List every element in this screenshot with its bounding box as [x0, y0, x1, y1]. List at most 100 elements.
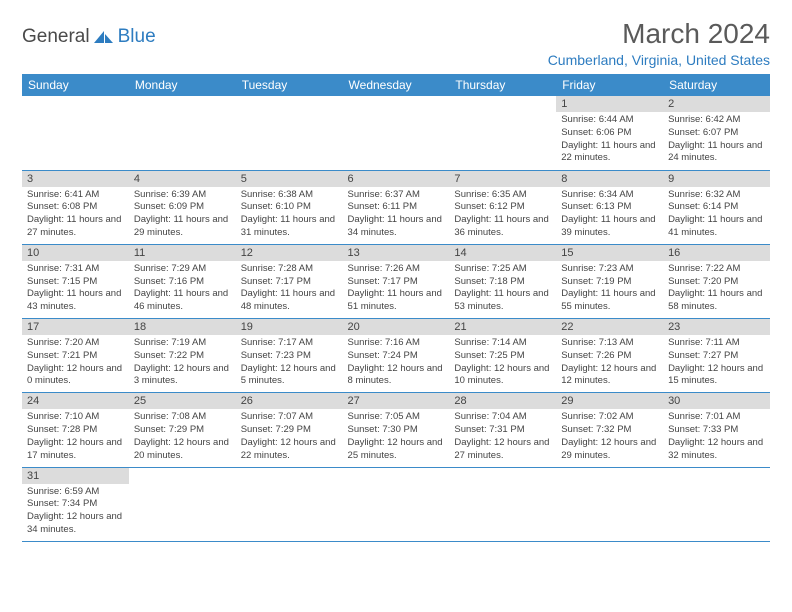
calendar-cell: 16Sunrise: 7:22 AMSunset: 7:20 PMDayligh… — [663, 244, 770, 318]
day-details: Sunrise: 7:16 AMSunset: 7:24 PMDaylight:… — [343, 335, 450, 392]
sunrise-line: Sunrise: 7:20 AM — [27, 337, 124, 350]
day-number: 13 — [343, 245, 450, 261]
calendar-cell: 20Sunrise: 7:16 AMSunset: 7:24 PMDayligh… — [343, 319, 450, 393]
day-number: 1 — [556, 96, 663, 112]
day-details: Sunrise: 6:38 AMSunset: 6:10 PMDaylight:… — [236, 187, 343, 244]
calendar-cell — [449, 467, 556, 541]
sunset-line: Sunset: 6:09 PM — [134, 201, 231, 214]
day-number: 7 — [449, 171, 556, 187]
sunrise-line: Sunrise: 7:13 AM — [561, 337, 658, 350]
day-details: Sunrise: 7:11 AMSunset: 7:27 PMDaylight:… — [663, 335, 770, 392]
calendar-cell: 11Sunrise: 7:29 AMSunset: 7:16 PMDayligh… — [129, 244, 236, 318]
sunrise-line: Sunrise: 6:35 AM — [454, 189, 551, 202]
daylight-line: Daylight: 12 hours and 10 minutes. — [454, 363, 551, 389]
sunrise-line: Sunrise: 7:10 AM — [27, 411, 124, 424]
day-details: Sunrise: 7:05 AMSunset: 7:30 PMDaylight:… — [343, 409, 450, 466]
calendar-cell: 30Sunrise: 7:01 AMSunset: 7:33 PMDayligh… — [663, 393, 770, 467]
day-number: 24 — [22, 393, 129, 409]
day-number: 19 — [236, 319, 343, 335]
sunrise-line: Sunrise: 7:23 AM — [561, 263, 658, 276]
sunset-line: Sunset: 7:27 PM — [668, 350, 765, 363]
day-details: Sunrise: 7:13 AMSunset: 7:26 PMDaylight:… — [556, 335, 663, 392]
day-number: 23 — [663, 319, 770, 335]
sunset-line: Sunset: 6:11 PM — [348, 201, 445, 214]
day-details: Sunrise: 6:44 AMSunset: 6:06 PMDaylight:… — [556, 112, 663, 169]
calendar-cell: 9Sunrise: 6:32 AMSunset: 6:14 PMDaylight… — [663, 170, 770, 244]
daylight-line: Daylight: 12 hours and 12 minutes. — [561, 363, 658, 389]
calendar-cell: 2Sunrise: 6:42 AMSunset: 6:07 PMDaylight… — [663, 96, 770, 170]
sunset-line: Sunset: 7:31 PM — [454, 424, 551, 437]
sunrise-line: Sunrise: 7:26 AM — [348, 263, 445, 276]
sunrise-line: Sunrise: 7:16 AM — [348, 337, 445, 350]
day-number: 9 — [663, 171, 770, 187]
calendar-cell: 7Sunrise: 6:35 AMSunset: 6:12 PMDaylight… — [449, 170, 556, 244]
calendar-cell: 21Sunrise: 7:14 AMSunset: 7:25 PMDayligh… — [449, 319, 556, 393]
day-details: Sunrise: 7:01 AMSunset: 7:33 PMDaylight:… — [663, 409, 770, 466]
title-block: March 2024 Cumberland, Virginia, United … — [548, 18, 770, 68]
day-details: Sunrise: 6:32 AMSunset: 6:14 PMDaylight:… — [663, 187, 770, 244]
daylight-line: Daylight: 11 hours and 41 minutes. — [668, 214, 765, 240]
day-details: Sunrise: 7:28 AMSunset: 7:17 PMDaylight:… — [236, 261, 343, 318]
day-details: Sunrise: 6:59 AMSunset: 7:34 PMDaylight:… — [22, 484, 129, 541]
calendar-cell — [236, 467, 343, 541]
calendar-cell: 24Sunrise: 7:10 AMSunset: 7:28 PMDayligh… — [22, 393, 129, 467]
sunrise-line: Sunrise: 6:34 AM — [561, 189, 658, 202]
sunset-line: Sunset: 6:14 PM — [668, 201, 765, 214]
daylight-line: Daylight: 11 hours and 39 minutes. — [561, 214, 658, 240]
day-details: Sunrise: 7:31 AMSunset: 7:15 PMDaylight:… — [22, 261, 129, 318]
day-number: 22 — [556, 319, 663, 335]
day-number: 31 — [22, 468, 129, 484]
daylight-line: Daylight: 11 hours and 43 minutes. — [27, 288, 124, 314]
sunset-line: Sunset: 6:08 PM — [27, 201, 124, 214]
daylight-line: Daylight: 11 hours and 36 minutes. — [454, 214, 551, 240]
day-number: 29 — [556, 393, 663, 409]
day-details: Sunrise: 7:22 AMSunset: 7:20 PMDaylight:… — [663, 261, 770, 318]
day-header: Tuesday — [236, 74, 343, 96]
calendar-cell: 1Sunrise: 6:44 AMSunset: 6:06 PMDaylight… — [556, 96, 663, 170]
daylight-line: Daylight: 12 hours and 3 minutes. — [134, 363, 231, 389]
day-number: 5 — [236, 171, 343, 187]
calendar-cell: 26Sunrise: 7:07 AMSunset: 7:29 PMDayligh… — [236, 393, 343, 467]
calendar-cell: 17Sunrise: 7:20 AMSunset: 7:21 PMDayligh… — [22, 319, 129, 393]
sunset-line: Sunset: 7:20 PM — [668, 276, 765, 289]
sunrise-line: Sunrise: 6:32 AM — [668, 189, 765, 202]
calendar-cell — [22, 96, 129, 170]
day-details: Sunrise: 7:02 AMSunset: 7:32 PMDaylight:… — [556, 409, 663, 466]
sunset-line: Sunset: 7:19 PM — [561, 276, 658, 289]
sunrise-line: Sunrise: 7:22 AM — [668, 263, 765, 276]
sunset-line: Sunset: 7:21 PM — [27, 350, 124, 363]
day-details: Sunrise: 6:39 AMSunset: 6:09 PMDaylight:… — [129, 187, 236, 244]
sunrise-line: Sunrise: 7:02 AM — [561, 411, 658, 424]
day-number: 8 — [556, 171, 663, 187]
calendar-cell: 19Sunrise: 7:17 AMSunset: 7:23 PMDayligh… — [236, 319, 343, 393]
sunset-line: Sunset: 6:13 PM — [561, 201, 658, 214]
day-number: 26 — [236, 393, 343, 409]
calendar-cell: 14Sunrise: 7:25 AMSunset: 7:18 PMDayligh… — [449, 244, 556, 318]
sunrise-line: Sunrise: 6:38 AM — [241, 189, 338, 202]
day-number: 2 — [663, 96, 770, 112]
daylight-line: Daylight: 12 hours and 29 minutes. — [561, 437, 658, 463]
day-number: 30 — [663, 393, 770, 409]
sunset-line: Sunset: 7:22 PM — [134, 350, 231, 363]
calendar-cell — [129, 96, 236, 170]
sunset-line: Sunset: 7:16 PM — [134, 276, 231, 289]
calendar-cell: 15Sunrise: 7:23 AMSunset: 7:19 PMDayligh… — [556, 244, 663, 318]
day-number: 21 — [449, 319, 556, 335]
sunset-line: Sunset: 7:24 PM — [348, 350, 445, 363]
sunset-line: Sunset: 7:18 PM — [454, 276, 551, 289]
day-details: Sunrise: 6:42 AMSunset: 6:07 PMDaylight:… — [663, 112, 770, 169]
sunset-line: Sunset: 7:17 PM — [348, 276, 445, 289]
day-number: 20 — [343, 319, 450, 335]
sunset-line: Sunset: 7:15 PM — [27, 276, 124, 289]
sunset-line: Sunset: 7:32 PM — [561, 424, 658, 437]
daylight-line: Daylight: 12 hours and 34 minutes. — [27, 511, 124, 537]
sunset-line: Sunset: 7:30 PM — [348, 424, 445, 437]
day-details: Sunrise: 6:35 AMSunset: 6:12 PMDaylight:… — [449, 187, 556, 244]
day-details: Sunrise: 7:19 AMSunset: 7:22 PMDaylight:… — [129, 335, 236, 392]
calendar-cell — [129, 467, 236, 541]
sunrise-line: Sunrise: 7:25 AM — [454, 263, 551, 276]
day-details: Sunrise: 6:37 AMSunset: 6:11 PMDaylight:… — [343, 187, 450, 244]
day-header: Friday — [556, 74, 663, 96]
sunset-line: Sunset: 7:28 PM — [27, 424, 124, 437]
sunset-line: Sunset: 7:25 PM — [454, 350, 551, 363]
